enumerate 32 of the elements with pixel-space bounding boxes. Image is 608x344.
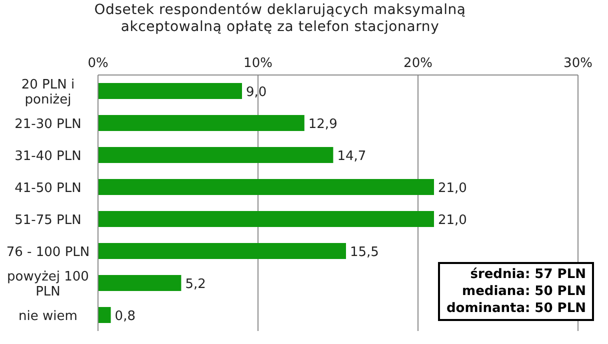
data-label: 0,8 xyxy=(114,309,136,324)
data-label: 5,2 xyxy=(185,277,206,292)
x-tick-label: 20% xyxy=(404,56,432,71)
y-tick-label: 76 - 100 PLN xyxy=(6,245,90,260)
y-tick-label: 21-30 PLN xyxy=(14,117,82,132)
bar xyxy=(98,83,242,99)
bar xyxy=(98,275,182,291)
bar xyxy=(98,115,304,131)
data-label: 14,7 xyxy=(337,149,366,164)
x-tick-label: 0% xyxy=(88,56,108,71)
y-tick-label: 51-75 PLN xyxy=(14,213,82,228)
y-tick-label: powyżej 100 PLN xyxy=(7,270,89,300)
bar xyxy=(98,211,434,227)
y-tick-label: 20 PLN i poniżej xyxy=(21,78,75,108)
data-label: 15,5 xyxy=(350,245,379,260)
y-tick-label: 31-40 PLN xyxy=(14,149,82,164)
bar xyxy=(98,243,346,259)
x-tick-label: 10% xyxy=(244,56,272,71)
data-label: 21,0 xyxy=(438,181,467,196)
bar xyxy=(98,147,334,163)
annotation: mediana: 50 PLN xyxy=(461,283,586,300)
bar xyxy=(98,307,111,323)
data-label: 9,0 xyxy=(246,85,267,100)
y-tick-label: nie wiem xyxy=(18,309,78,324)
annotation: dominanta: 50 PLN xyxy=(446,300,586,317)
x-tick-label: 30% xyxy=(564,56,592,71)
data-label: 12,9 xyxy=(308,117,338,132)
annotation: średnia: 57 PLN xyxy=(469,266,586,283)
data-label: 21,0 xyxy=(438,213,467,228)
bar xyxy=(98,179,434,195)
y-tick-label: 41-50 PLN xyxy=(14,181,82,196)
chart-title: Odsetek respondentów deklarujących maksymalną akceptowalną opłatę za telefon stacjonarny xyxy=(93,2,467,36)
